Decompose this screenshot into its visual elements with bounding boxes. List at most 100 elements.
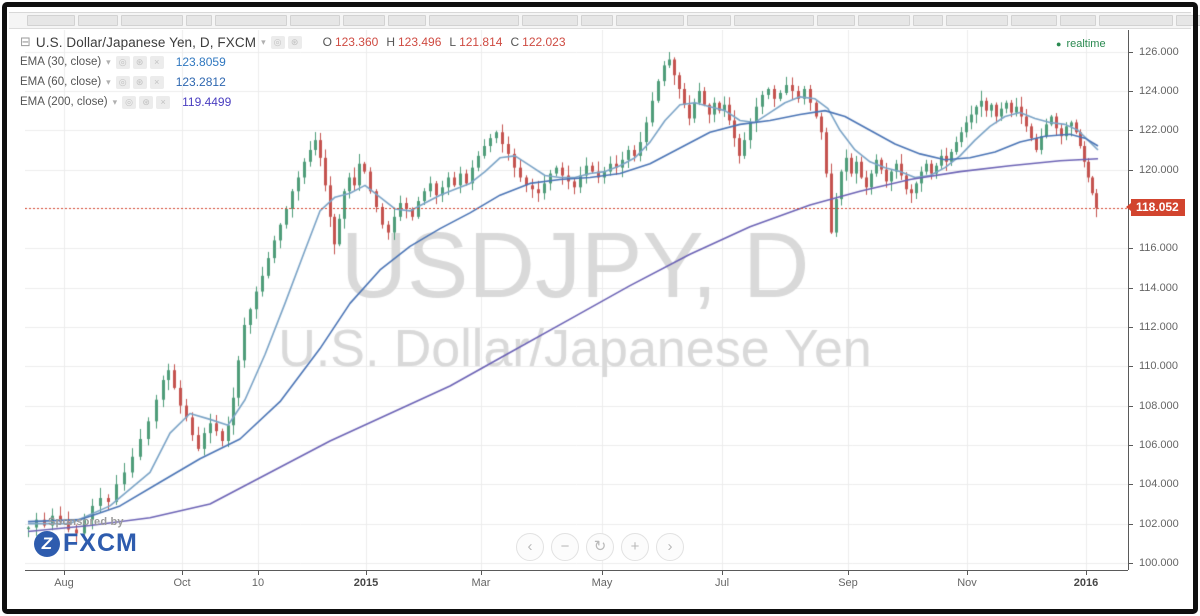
reset-view-button[interactable]: ↻ bbox=[586, 533, 614, 561]
time-tick-label: 2015 bbox=[353, 577, 379, 589]
indicator-label[interactable]: EMA (30, close) bbox=[20, 56, 102, 68]
price-tick-label: 108.000 bbox=[1139, 399, 1179, 412]
chart-legend: ⊟ U.S. Dollar/Japanese Yen, D, FXCM ▾ ◎ … bbox=[20, 34, 566, 114]
eye-icon[interactable]: ◎ bbox=[270, 35, 285, 49]
strip-segment bbox=[1176, 15, 1200, 26]
pan-right-button[interactable]: › bbox=[656, 533, 684, 561]
eye-icon[interactable]: ◎ bbox=[115, 55, 130, 69]
chart-nav-controls: ‹ − ↻ + › bbox=[516, 533, 684, 561]
strip-segment bbox=[1011, 15, 1057, 26]
chevron-down-icon[interactable]: ▾ bbox=[106, 76, 111, 87]
indicator-value: 123.2812 bbox=[175, 75, 226, 89]
indicator-value: 123.8059 bbox=[175, 55, 226, 69]
strip-segments bbox=[27, 15, 1200, 26]
time-tick-mark bbox=[182, 571, 183, 575]
price-tick-mark bbox=[1129, 444, 1133, 446]
time-tick-mark bbox=[722, 571, 723, 575]
price-tick-label: 110.000 bbox=[1139, 360, 1178, 373]
time-axis[interactable]: Aug Oct 10 2015 Mar May Jul Sep Nov 2016 bbox=[25, 570, 1128, 597]
ohlc-readout: O 123.360 H 123.496 L 121.814 C 122.023 bbox=[315, 35, 566, 49]
gear-icon[interactable]: ⊛ bbox=[132, 75, 147, 89]
close-icon[interactable]: × bbox=[149, 75, 164, 89]
price-tick-label: 100.000 bbox=[1139, 556, 1179, 569]
time-tick-label: 2016 bbox=[1073, 577, 1099, 589]
last-price-badge: 118.052 bbox=[1126, 198, 1185, 216]
chevron-down-icon[interactable]: ▾ bbox=[261, 36, 266, 47]
chevron-down-icon[interactable]: ▾ bbox=[106, 56, 111, 67]
strip-segment bbox=[913, 15, 943, 26]
ohlc-key: L bbox=[449, 35, 457, 49]
price-chart-canvas[interactable] bbox=[25, 30, 1128, 570]
price-tick-mark bbox=[1129, 484, 1133, 486]
sponsor-block: Sponsored by Z FXCM bbox=[34, 516, 138, 558]
eye-icon[interactable]: ◎ bbox=[115, 75, 130, 89]
price-tick-mark bbox=[1129, 562, 1133, 564]
indicator-label[interactable]: EMA (200, close) bbox=[20, 96, 108, 108]
price-tick-label: 102.000 bbox=[1139, 517, 1179, 530]
price-tick-label: 124.000 bbox=[1139, 84, 1179, 97]
price-tick-mark bbox=[1129, 405, 1133, 407]
time-tick-label: Aug bbox=[54, 577, 74, 589]
price-tick-mark bbox=[1129, 326, 1133, 328]
strip-segment bbox=[388, 15, 426, 26]
realtime-label: realtime bbox=[1066, 38, 1106, 50]
indicator-legend-row: EMA (200, close) ▾ ◎ ⊛ × 119.4499 bbox=[20, 94, 566, 110]
realtime-dot-icon: ● bbox=[1056, 39, 1062, 49]
ohlc-value: 123.496 bbox=[398, 35, 442, 49]
ohlc-value: 122.023 bbox=[522, 35, 566, 49]
strip-segment bbox=[858, 15, 910, 26]
price-tick-label: 116.000 bbox=[1139, 242, 1178, 255]
time-tick-label: Oct bbox=[173, 577, 191, 589]
strip-segment bbox=[581, 15, 613, 26]
indicator-label[interactable]: EMA (60, close) bbox=[20, 76, 102, 88]
collapse-legend-icon[interactable]: ⊟ bbox=[20, 34, 31, 49]
strip-segment bbox=[121, 15, 183, 26]
close-icon[interactable]: × bbox=[149, 55, 164, 69]
indicator-rows: EMA (30, close) ▾ ◎ ⊛ × 123.8059 EMA (60, clos… bbox=[20, 54, 566, 110]
price-axis[interactable]: 126.000 124.000 122.000 120.000 116.000 114.0… bbox=[1128, 30, 1197, 570]
gear-icon[interactable]: ⊛ bbox=[139, 95, 154, 109]
symbol-legend-row: ⊟ U.S. Dollar/Japanese Yen, D, FXCM ▾ ◎ … bbox=[20, 34, 566, 50]
indicator-legend-row: EMA (60, close) ▾ ◎ ⊛ × 123.2812 bbox=[20, 74, 566, 90]
time-tick-mark bbox=[848, 571, 849, 575]
symbol-title[interactable]: U.S. Dollar/Japanese Yen, D, FXCM bbox=[35, 34, 257, 50]
strip-segment bbox=[616, 15, 684, 26]
time-tick-label: Nov bbox=[957, 577, 977, 589]
fxcm-wordmark: FXCM bbox=[63, 529, 138, 557]
eye-icon[interactable]: ◎ bbox=[122, 95, 137, 109]
pan-left-button[interactable]: ‹ bbox=[516, 533, 544, 561]
price-tick-mark bbox=[1129, 130, 1133, 132]
ohlc-key: H bbox=[386, 35, 395, 49]
fxcm-swirl-icon: Z bbox=[34, 530, 60, 557]
gear-icon[interactable]: ⊛ bbox=[132, 55, 147, 69]
gear-icon[interactable]: ⊛ bbox=[287, 35, 302, 49]
price-tick-mark bbox=[1129, 248, 1133, 250]
strip-segment bbox=[1099, 15, 1173, 26]
strip-segment bbox=[817, 15, 855, 26]
strip-segment bbox=[1060, 15, 1096, 26]
price-tick-mark bbox=[1129, 169, 1133, 171]
strip-segment bbox=[522, 15, 578, 26]
price-tick-label: 112.000 bbox=[1139, 320, 1178, 333]
time-tick-mark bbox=[481, 571, 482, 575]
chevron-down-icon[interactable]: ▾ bbox=[112, 96, 118, 107]
time-tick-label: Mar bbox=[471, 577, 491, 589]
ohlc-key: O bbox=[322, 35, 332, 49]
ohlc-key: C bbox=[510, 35, 520, 49]
strip-segment bbox=[687, 15, 731, 26]
price-tick-label: 104.000 bbox=[1139, 478, 1179, 491]
indicator-legend-row: EMA (30, close) ▾ ◎ ⊛ × 123.8059 bbox=[20, 54, 566, 70]
time-tick-mark bbox=[967, 571, 968, 575]
close-icon[interactable]: × bbox=[156, 95, 171, 109]
top-scrollbar-strip[interactable] bbox=[9, 12, 1200, 29]
price-tick-mark bbox=[1129, 523, 1133, 525]
zoom-in-button[interactable]: + bbox=[621, 533, 649, 561]
zoom-out-button[interactable]: − bbox=[551, 533, 579, 561]
time-tick-mark bbox=[602, 571, 603, 575]
ohlc-value: 123.360 bbox=[334, 35, 379, 49]
fxcm-logo[interactable]: Z FXCM bbox=[34, 529, 138, 558]
strip-segment bbox=[946, 15, 1008, 26]
indicator-value: 119.4499 bbox=[182, 95, 232, 109]
sponsored-by-label: Sponsored by bbox=[48, 516, 124, 528]
